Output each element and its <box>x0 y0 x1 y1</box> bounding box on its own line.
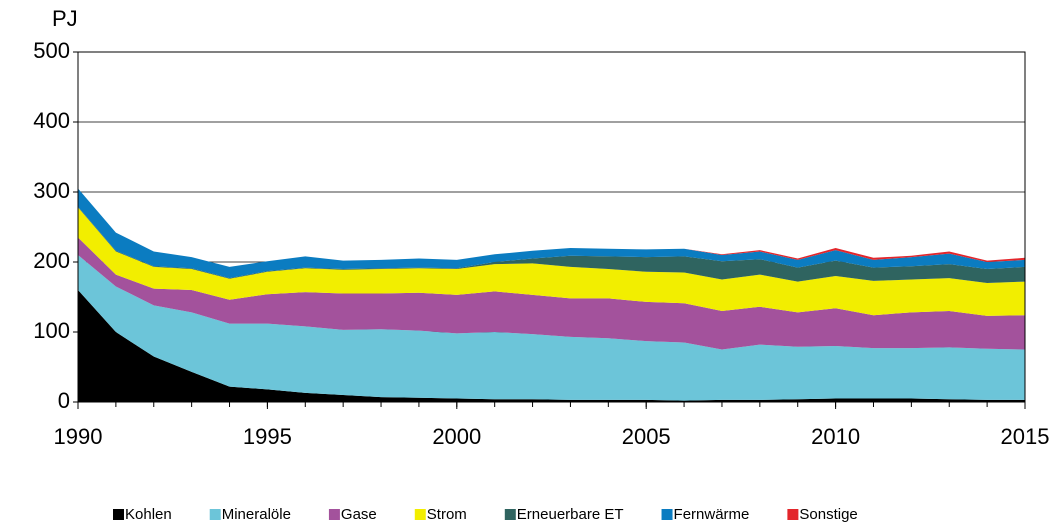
legend-label: Sonstige <box>799 506 857 523</box>
area <box>78 237 1025 350</box>
x-tick-label: 2010 <box>811 424 860 449</box>
x-tick-label: 2005 <box>622 424 671 449</box>
x-tick-label: 1990 <box>54 424 103 449</box>
area <box>78 206 1025 283</box>
legend-swatch <box>209 509 221 520</box>
legend-swatch <box>504 509 516 520</box>
legend-label: Erneuerbare ET <box>517 506 624 523</box>
legend-swatch <box>328 509 340 520</box>
legend-label: Kohlen <box>125 506 172 523</box>
y-tick-label: 100 <box>33 318 70 343</box>
legend-swatch <box>113 509 124 520</box>
plot-frame <box>77 51 1026 403</box>
area <box>78 207 1025 316</box>
y-tick-label: 500 <box>33 38 70 63</box>
y-tick-label: 0 <box>58 388 70 413</box>
x-tick-label: 1995 <box>243 424 292 449</box>
legend-swatch <box>414 509 426 520</box>
y-tick-label: 300 <box>33 178 70 203</box>
legend-label: Gase <box>341 506 377 523</box>
legend-label: Strom <box>427 506 467 523</box>
y-tick-label: 200 <box>33 248 70 273</box>
legend-label: Mineralöle <box>222 506 291 523</box>
y-tick-label: 400 <box>33 108 70 133</box>
area <box>78 290 1025 402</box>
legend-swatch <box>661 509 673 520</box>
area <box>78 255 1025 401</box>
x-tick-label: 2015 <box>1001 424 1050 449</box>
legend-swatch <box>787 509 799 520</box>
legend-label: Fernwärme <box>674 506 750 523</box>
x-tick-label: 2000 <box>432 424 481 449</box>
y-axis-label: PJ <box>52 6 78 31</box>
